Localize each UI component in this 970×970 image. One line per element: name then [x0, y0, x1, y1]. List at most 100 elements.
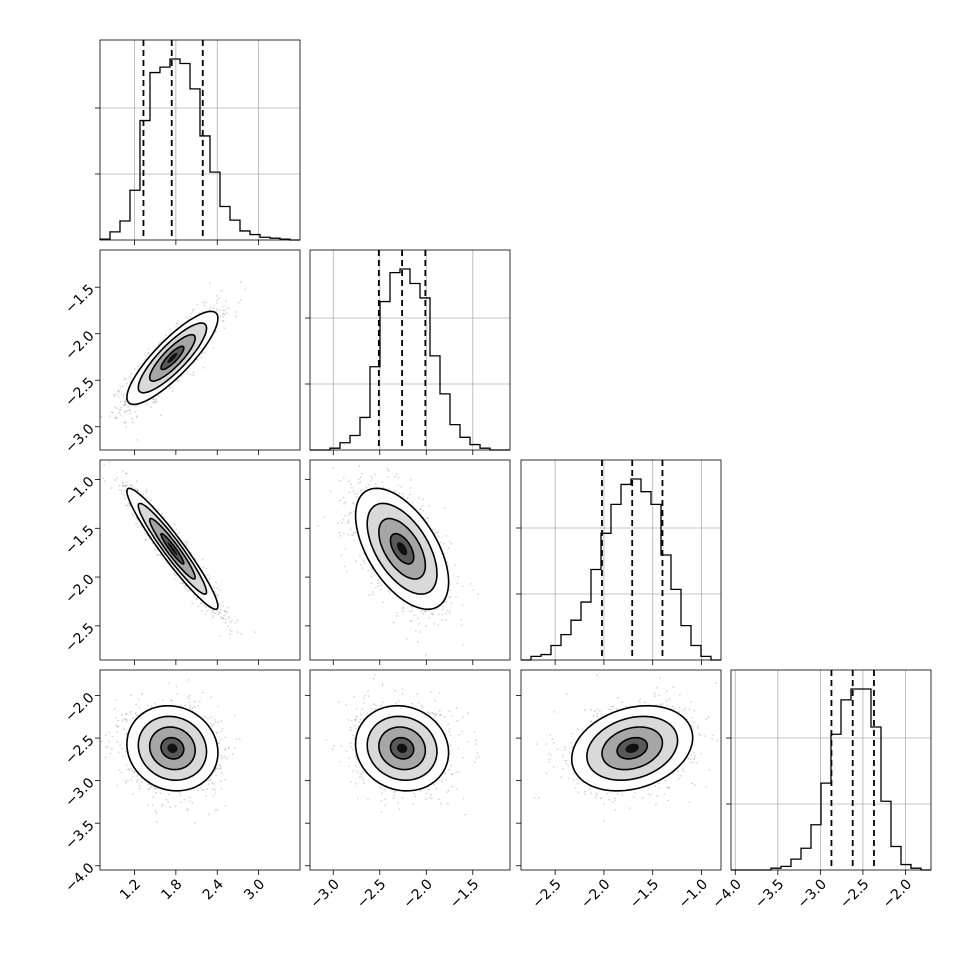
scatter-point: [131, 793, 134, 795]
scatter-point: [208, 309, 211, 312]
scatter-point: [161, 699, 164, 702]
scatter-point: [205, 606, 208, 608]
scatter-point: [448, 540, 451, 543]
scatter-point: [406, 497, 409, 500]
scatter-point: [220, 615, 222, 618]
scatter-point: [356, 457, 358, 459]
scatter-point: [215, 809, 217, 812]
scatter-point: [200, 356, 203, 359]
scatter-point: [131, 513, 134, 516]
scatter-point: [222, 617, 225, 620]
scatter-point: [136, 489, 139, 492]
scatter-point: [218, 297, 220, 300]
scatter-point: [124, 401, 126, 404]
scatter-point: [137, 526, 140, 528]
scatter-point: [443, 542, 445, 545]
scatter-point: [108, 461, 111, 463]
scatter-point: [456, 582, 459, 585]
scatter-point: [236, 619, 239, 622]
scatter-point: [244, 288, 247, 291]
scatter-point: [230, 630, 233, 633]
scatter-point: [133, 368, 136, 370]
scatter-point: [355, 496, 358, 498]
scatter-point: [203, 304, 206, 307]
scatter-point: [122, 470, 124, 473]
scatter-point: [431, 612, 434, 615]
scatter-point: [386, 467, 389, 470]
scatter-point: [363, 562, 366, 564]
scatter-point: [116, 407, 118, 410]
scatter-point: [210, 696, 212, 699]
scatter-point: [386, 476, 389, 478]
scatter-point: [114, 417, 117, 420]
scatter-point: [151, 804, 154, 807]
scatter-point: [225, 300, 227, 303]
scatter-point: [214, 788, 217, 791]
scatter-point: [449, 596, 452, 598]
scatter-point: [352, 501, 354, 504]
scatter-point: [187, 541, 190, 544]
scatter-point: [409, 486, 412, 489]
scatter-point: [208, 578, 211, 580]
scatter-point: [253, 631, 256, 634]
scatter-point: [192, 308, 195, 311]
panel-content: [100, 679, 241, 824]
scatter-point: [160, 414, 162, 417]
scatter-point: [153, 548, 156, 551]
scatter-point: [344, 565, 346, 568]
scatter-point: [339, 535, 342, 537]
scatter-point: [217, 613, 220, 615]
scatter-point: [422, 613, 425, 615]
scatter-point: [226, 611, 228, 614]
scatter-point: [174, 574, 177, 577]
scatter-point: [158, 342, 161, 344]
scatter-point: [126, 410, 129, 412]
scatter-point: [402, 496, 405, 498]
scatter-point: [223, 614, 226, 617]
scatter-point: [416, 617, 419, 620]
scatter-point: [152, 398, 155, 400]
scatter-point: [127, 405, 129, 408]
scatter-point: [205, 309, 208, 312]
scatter-point: [145, 496, 148, 499]
scatter-point: [231, 619, 233, 622]
scatter-point: [145, 539, 147, 542]
scatter-point: [134, 488, 137, 490]
scatter-point: [130, 694, 132, 697]
scatter-point: [210, 722, 213, 725]
scatter-point: [217, 742, 220, 745]
scatter-point: [358, 478, 360, 481]
scatter-point: [124, 489, 126, 492]
scatter-point: [122, 404, 125, 407]
scatter-point: [389, 592, 391, 595]
scatter-point: [410, 605, 412, 608]
scatter-point: [114, 479, 116, 481]
density-contour: [160, 345, 185, 371]
scatter-point: [154, 791, 157, 794]
scatter-point: [124, 377, 127, 380]
scatter-point: [120, 489, 123, 492]
scatter-point: [396, 611, 399, 614]
scatter-point: [100, 740, 103, 743]
scatter-point: [176, 323, 179, 325]
scatter-point: [352, 490, 355, 493]
scatter-point: [395, 473, 398, 475]
scatter-point: [215, 774, 217, 776]
scatter-point: [222, 313, 224, 316]
scatter-point: [350, 511, 353, 514]
scatter-point: [196, 789, 199, 792]
scatter-point: [196, 303, 199, 306]
hist-panel-1: [95, 39, 301, 245]
scatter-point: [136, 774, 139, 777]
scatter-point: [419, 631, 422, 633]
scatter-point: [169, 806, 172, 809]
scatter-point: [348, 519, 350, 521]
scatter-point: [116, 784, 118, 787]
scatter-point: [422, 510, 425, 512]
scatter-point: [121, 484, 124, 487]
density-contour: [126, 487, 219, 611]
scatter-point: [461, 604, 464, 607]
scatter-point: [202, 566, 205, 568]
scatter-panel-1-2: [95, 249, 301, 455]
scatter-point: [118, 769, 121, 771]
